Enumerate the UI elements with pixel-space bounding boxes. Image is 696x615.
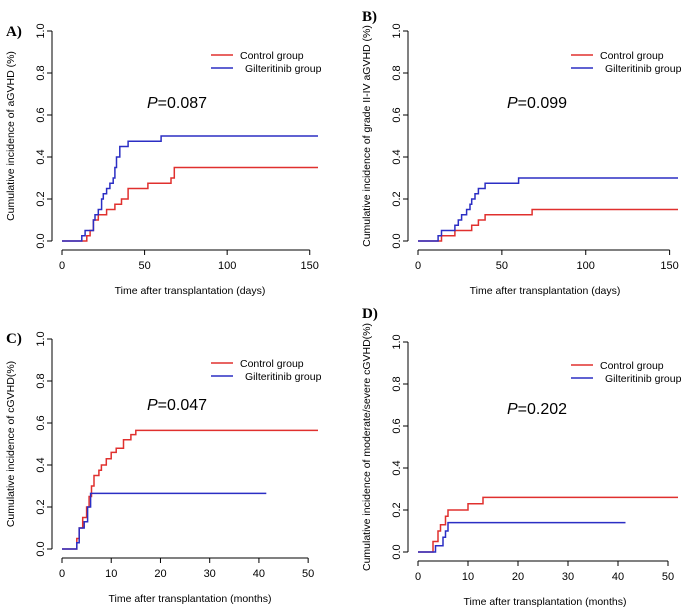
x-tick-label: 50 (662, 571, 674, 583)
y-axis-label: Cumulative incidence of aGVHD (%) (5, 51, 17, 221)
y-tick-label: 0.2 (35, 191, 47, 206)
y-axis-label: Cumulative incidence of moderate/severe … (361, 323, 373, 571)
p-value-prefix: P (507, 95, 518, 112)
y-tick-label: 0.8 (391, 376, 403, 391)
panel-letter: C) (6, 331, 22, 347)
legend-entry: Control group (600, 360, 664, 372)
x-tick-label: 0 (59, 568, 65, 580)
y-axis-label: Cumulative incidence of grade II-IV aGVH… (361, 25, 373, 247)
p-value-annotation: P=0.047 (147, 397, 207, 414)
legend-entry: Control group (600, 50, 664, 62)
x-tick-label: 20 (512, 571, 524, 583)
x-tick-label: 30 (562, 571, 574, 583)
y-tick-label: 0.8 (391, 65, 403, 80)
legend-entry: Gilteritinib group (245, 63, 322, 75)
x-tick-label: 50 (302, 568, 314, 580)
series-line-control (62, 166, 318, 242)
panel-letter: A) (6, 24, 22, 40)
panel-letter: D) (362, 306, 378, 322)
y-tick-label: 0.0 (391, 233, 403, 248)
y-tick-label: 1.0 (35, 331, 47, 346)
series-line-gilteritinib (62, 135, 318, 242)
x-tick-label: 0 (415, 260, 421, 272)
y-tick-label: 0.6 (35, 415, 47, 430)
y-tick-label: 1.0 (35, 23, 47, 38)
x-axis-label: Time after transplantation (days) (115, 285, 266, 297)
p-value-prefix: P (147, 397, 158, 414)
x-axis-label: Time after transplantation (days) (470, 285, 621, 297)
y-tick-label: 0.6 (391, 418, 403, 433)
x-axis-label: Time after transplantation (months) (463, 596, 626, 608)
chart-panel-4: D) 0.0 0.2 0.4 0.6 0.8 1.0 0 10 20 30 40 50 Time afte… (361, 306, 682, 608)
y-tick-label: 0.4 (391, 149, 403, 164)
p-value-number: =0.202 (518, 401, 567, 418)
y-tick-label: 0.0 (35, 233, 47, 248)
p-value-number: =0.087 (158, 95, 207, 112)
x-axis-label: Time after transplantation (months) (108, 593, 271, 605)
p-value-number: =0.047 (158, 397, 207, 414)
legend-entry: Control group (240, 358, 304, 370)
x-tick-label: 150 (660, 260, 678, 272)
x-tick-label: 10 (462, 571, 474, 583)
chart-panel-1: A) 0.0 0.2 0.4 0.6 0.8 1.0 0 50 100 150 Time after … (5, 23, 322, 297)
y-tick-label: 0.2 (391, 191, 403, 206)
x-tick-label: 150 (301, 260, 319, 272)
y-tick-label: 0.2 (35, 499, 47, 514)
x-tick-label: 40 (612, 571, 624, 583)
legend-entry: Gilteritinib group (605, 373, 682, 385)
y-tick-label: 1.0 (391, 23, 403, 38)
series-line-gilteritinib (418, 521, 626, 553)
x-tick-label: 30 (204, 568, 216, 580)
y-tick-label: 0.0 (391, 544, 403, 559)
series-line-control (418, 496, 678, 553)
p-value-prefix: P (507, 401, 518, 418)
series-line-control (418, 208, 678, 242)
p-value-annotation: P=0.087 (147, 95, 207, 112)
y-tick-label: 0.6 (391, 107, 403, 122)
y-tick-label: 0.4 (35, 457, 47, 472)
y-tick-label: 0.8 (35, 65, 47, 80)
x-tick-label: 20 (154, 568, 166, 580)
y-tick-label: 0.8 (35, 373, 47, 388)
legend-entry: Control group (240, 50, 304, 62)
series-line-gilteritinib (418, 177, 678, 242)
x-tick-label: 100 (218, 260, 236, 272)
p-value-number: =0.099 (518, 95, 567, 112)
panel-letter: B) (362, 9, 377, 25)
chart-panel-3: C) 0.0 0.2 0.4 0.6 0.8 1.0 0 10 20 30 40 50 Time afte… (5, 331, 322, 605)
y-tick-label: 0.4 (391, 460, 403, 475)
legend-entry: Gilteritinib group (245, 371, 322, 383)
y-tick-label: 0.0 (35, 541, 47, 556)
x-tick-label: 50 (496, 260, 508, 272)
y-tick-label: 0.6 (35, 107, 47, 122)
p-value-annotation: P=0.202 (507, 401, 567, 418)
x-tick-label: 50 (138, 260, 150, 272)
x-tick-label: 10 (105, 568, 117, 580)
x-tick-label: 0 (59, 260, 65, 272)
chart-panel-2: B) 0.0 0.2 0.4 0.6 0.8 1.0 0 50 100 150 Time after … (361, 9, 682, 297)
p-value-annotation: P=0.099 (507, 95, 567, 112)
y-axis-label: Cumulative incidence of cGVHD(%) (5, 361, 17, 527)
series-line-control (62, 429, 318, 550)
x-tick-label: 100 (577, 260, 595, 272)
y-tick-label: 0.4 (35, 149, 47, 164)
y-tick-label: 1.0 (391, 334, 403, 349)
y-tick-label: 0.2 (391, 502, 403, 517)
x-tick-label: 40 (253, 568, 265, 580)
x-tick-label: 0 (415, 571, 421, 583)
p-value-prefix: P (147, 95, 158, 112)
legend-entry: Gilteritinib group (605, 63, 682, 75)
series-line-gilteritinib (62, 492, 267, 550)
